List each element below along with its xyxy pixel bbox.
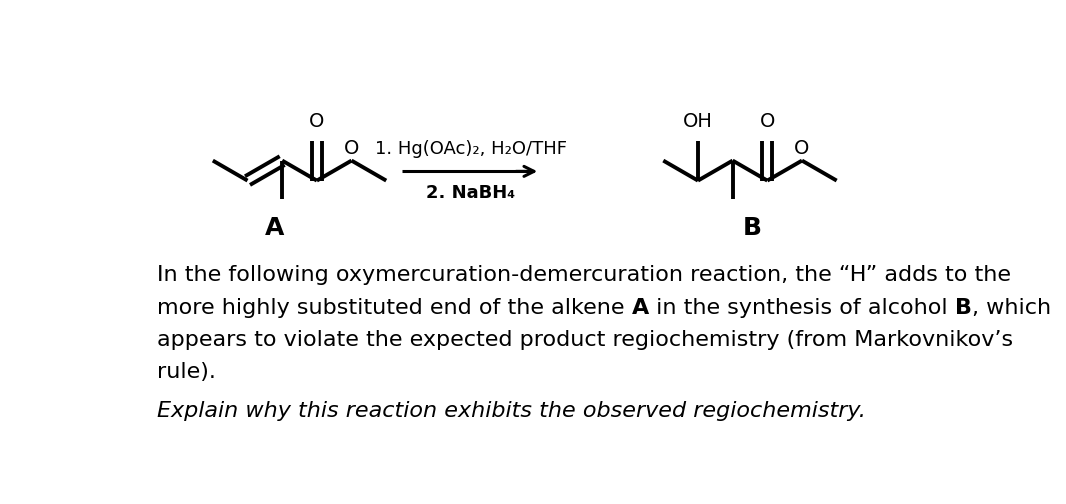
Text: A: A [632,298,649,318]
Text: , which: , which [972,298,1051,318]
Text: 2. NaBH₄: 2. NaBH₄ [426,184,516,203]
Text: O: O [760,111,775,131]
Text: 1. Hg(OAc)₂, H₂O/THF: 1. Hg(OAc)₂, H₂O/THF [375,140,567,158]
Text: O: O [794,139,810,158]
Text: In the following oxymercuration-demercuration reaction, the “H” adds to the: In the following oxymercuration-demercur… [158,265,1012,285]
Text: OH: OH [683,111,713,131]
Text: O: O [309,111,324,131]
Text: A: A [264,216,285,240]
Text: Explain why this reaction exhibits the observed regiochemistry.: Explain why this reaction exhibits the o… [158,401,867,421]
Text: B: B [955,298,972,318]
Text: more highly substituted end of the alkene: more highly substituted end of the alken… [158,298,632,318]
Text: B: B [742,216,761,240]
Text: rule).: rule). [158,362,216,383]
Text: in the synthesis of alcohol: in the synthesis of alcohol [649,298,955,318]
Text: O: O [344,139,359,158]
Text: appears to violate the expected product regiochemistry (from Markovnikov’s: appears to violate the expected product … [158,330,1014,350]
